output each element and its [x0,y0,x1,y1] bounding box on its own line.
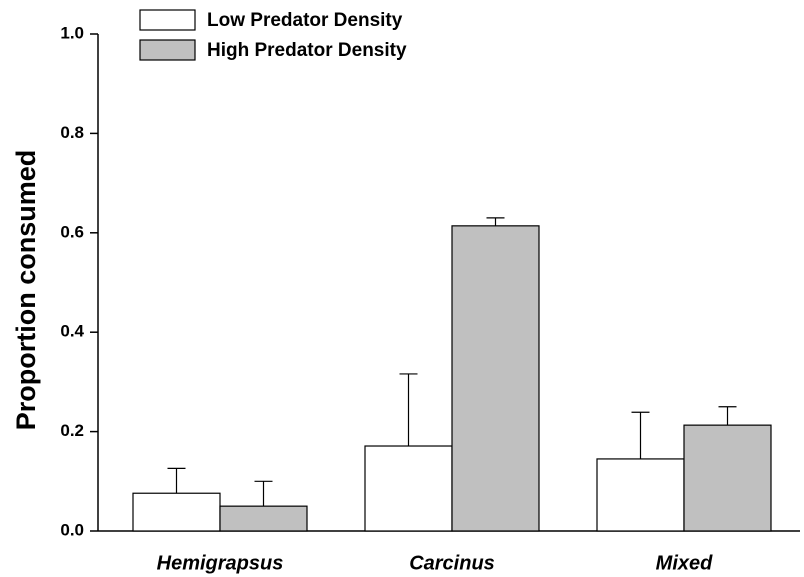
x-tick-label: Hemigrapsus [157,552,284,574]
legend-swatch [139,9,196,31]
legend-label: High Predator Density [207,40,407,61]
y-tick-label: 1.0 [60,23,84,42]
bar [451,225,540,532]
bar [132,492,221,532]
y-tick-label: 0.2 [60,421,84,440]
y-tick-label: 0.8 [60,123,84,142]
bar [596,458,685,532]
legend-swatch [139,39,196,61]
y-axis-label: Proportion consumed [11,150,41,431]
y-tick-label: 0.6 [60,222,84,241]
y-tick-label: 0.0 [60,520,84,539]
bar [219,505,308,532]
legend-label: Low Predator Density [207,10,403,31]
x-tick-label: Carcinus [409,552,495,574]
bar [364,445,453,532]
x-tick-label: Mixed [656,552,713,574]
bar [683,424,772,532]
y-tick-label: 0.4 [60,322,84,341]
